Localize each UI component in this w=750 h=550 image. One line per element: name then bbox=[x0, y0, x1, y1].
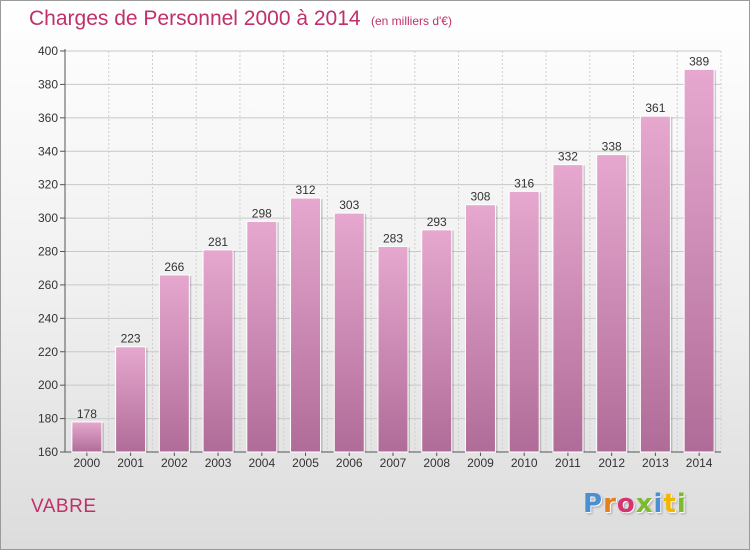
data-label: 303 bbox=[339, 198, 359, 212]
x-tick-label: 2007 bbox=[380, 456, 407, 470]
y-tick-label: 220 bbox=[38, 345, 58, 359]
data-label: 389 bbox=[689, 54, 709, 68]
x-tick-label: 2012 bbox=[598, 456, 625, 470]
y-tick-label: 340 bbox=[38, 144, 58, 158]
logo-letter: t bbox=[663, 489, 677, 519]
bar-2002[interactable] bbox=[158, 274, 190, 453]
data-label: 332 bbox=[558, 150, 578, 164]
bar-2011[interactable] bbox=[552, 164, 584, 453]
data-label: 308 bbox=[470, 190, 490, 204]
data-label: 178 bbox=[77, 407, 97, 421]
data-label: 338 bbox=[602, 140, 622, 154]
y-tick-label: 200 bbox=[38, 378, 58, 392]
x-tick-label: 2000 bbox=[74, 456, 101, 470]
data-labels: 178 223 266 281 298 312 303 283 293 308 316 332 338 3… bbox=[77, 54, 710, 421]
data-label: 312 bbox=[296, 183, 316, 197]
y-tick-label: 160 bbox=[38, 445, 58, 459]
y-tick-label: 180 bbox=[38, 412, 58, 426]
bar-2006[interactable] bbox=[333, 212, 365, 453]
logo-letter: P bbox=[583, 489, 604, 519]
bar-2004[interactable] bbox=[246, 220, 278, 453]
x-tick-label: 2010 bbox=[511, 456, 538, 470]
data-label: 266 bbox=[164, 260, 184, 274]
x-tick-label: 2013 bbox=[642, 456, 669, 470]
logo-letter: o bbox=[616, 489, 636, 519]
bar-2005[interactable] bbox=[290, 197, 322, 453]
x-tick-label: 2011 bbox=[555, 456, 581, 470]
data-label: 298 bbox=[252, 206, 272, 220]
x-tick-label: 2001 bbox=[117, 456, 144, 470]
bar-2008[interactable] bbox=[421, 229, 453, 453]
y-tick-label: 280 bbox=[38, 245, 58, 259]
data-label: 293 bbox=[427, 215, 447, 229]
x-tick-label: 2014 bbox=[686, 456, 713, 470]
bar-2003[interactable] bbox=[202, 249, 234, 453]
y-tick-label: 400 bbox=[38, 44, 58, 58]
data-label: 281 bbox=[208, 235, 228, 249]
x-tick-label: 2009 bbox=[467, 456, 494, 470]
y-tick-label: 320 bbox=[38, 178, 58, 192]
logo-letter: x bbox=[635, 489, 654, 519]
commune-name: VABRE bbox=[31, 496, 97, 517]
x-tick-label: 2002 bbox=[161, 456, 188, 470]
bar-2009[interactable] bbox=[464, 204, 496, 453]
bar-2000[interactable] bbox=[71, 421, 103, 453]
axes: 160 180 200 220 240 260 280 300 320 340 360 380 400 2… bbox=[38, 44, 721, 470]
x-tick-label: 2003 bbox=[205, 456, 232, 470]
bar-2007[interactable] bbox=[377, 245, 409, 453]
bar-2013[interactable] bbox=[639, 115, 671, 453]
y-tick-label: 300 bbox=[38, 211, 58, 225]
bar-2001[interactable] bbox=[115, 346, 147, 453]
data-label: 283 bbox=[383, 231, 403, 245]
data-label: 316 bbox=[514, 176, 534, 190]
logo-letter: r bbox=[603, 489, 617, 519]
x-tick-label: 2005 bbox=[292, 456, 319, 470]
bar-2012[interactable] bbox=[596, 154, 628, 453]
x-tick-label: 2004 bbox=[248, 456, 275, 470]
x-tick-label: 2006 bbox=[336, 456, 363, 470]
logo-letter: i bbox=[653, 489, 664, 519]
y-tick-label: 240 bbox=[38, 311, 58, 325]
y-tick-label: 360 bbox=[38, 111, 58, 125]
proxiti-logo[interactable]: Proxiti bbox=[583, 489, 687, 519]
data-label: 361 bbox=[645, 101, 665, 115]
bar-2014[interactable] bbox=[683, 68, 715, 453]
bars bbox=[71, 68, 717, 453]
data-label: 223 bbox=[121, 332, 141, 346]
logo-letter: i bbox=[676, 489, 687, 519]
y-tick-label: 380 bbox=[38, 77, 58, 91]
chart-title: Charges de Personnel 2000 à 2014 bbox=[29, 7, 361, 30]
chart-subtitle: (en milliers d'€) bbox=[371, 14, 452, 28]
bar-2010[interactable] bbox=[508, 190, 540, 453]
x-tick-label: 2008 bbox=[423, 456, 450, 470]
y-tick-label: 260 bbox=[38, 278, 58, 292]
